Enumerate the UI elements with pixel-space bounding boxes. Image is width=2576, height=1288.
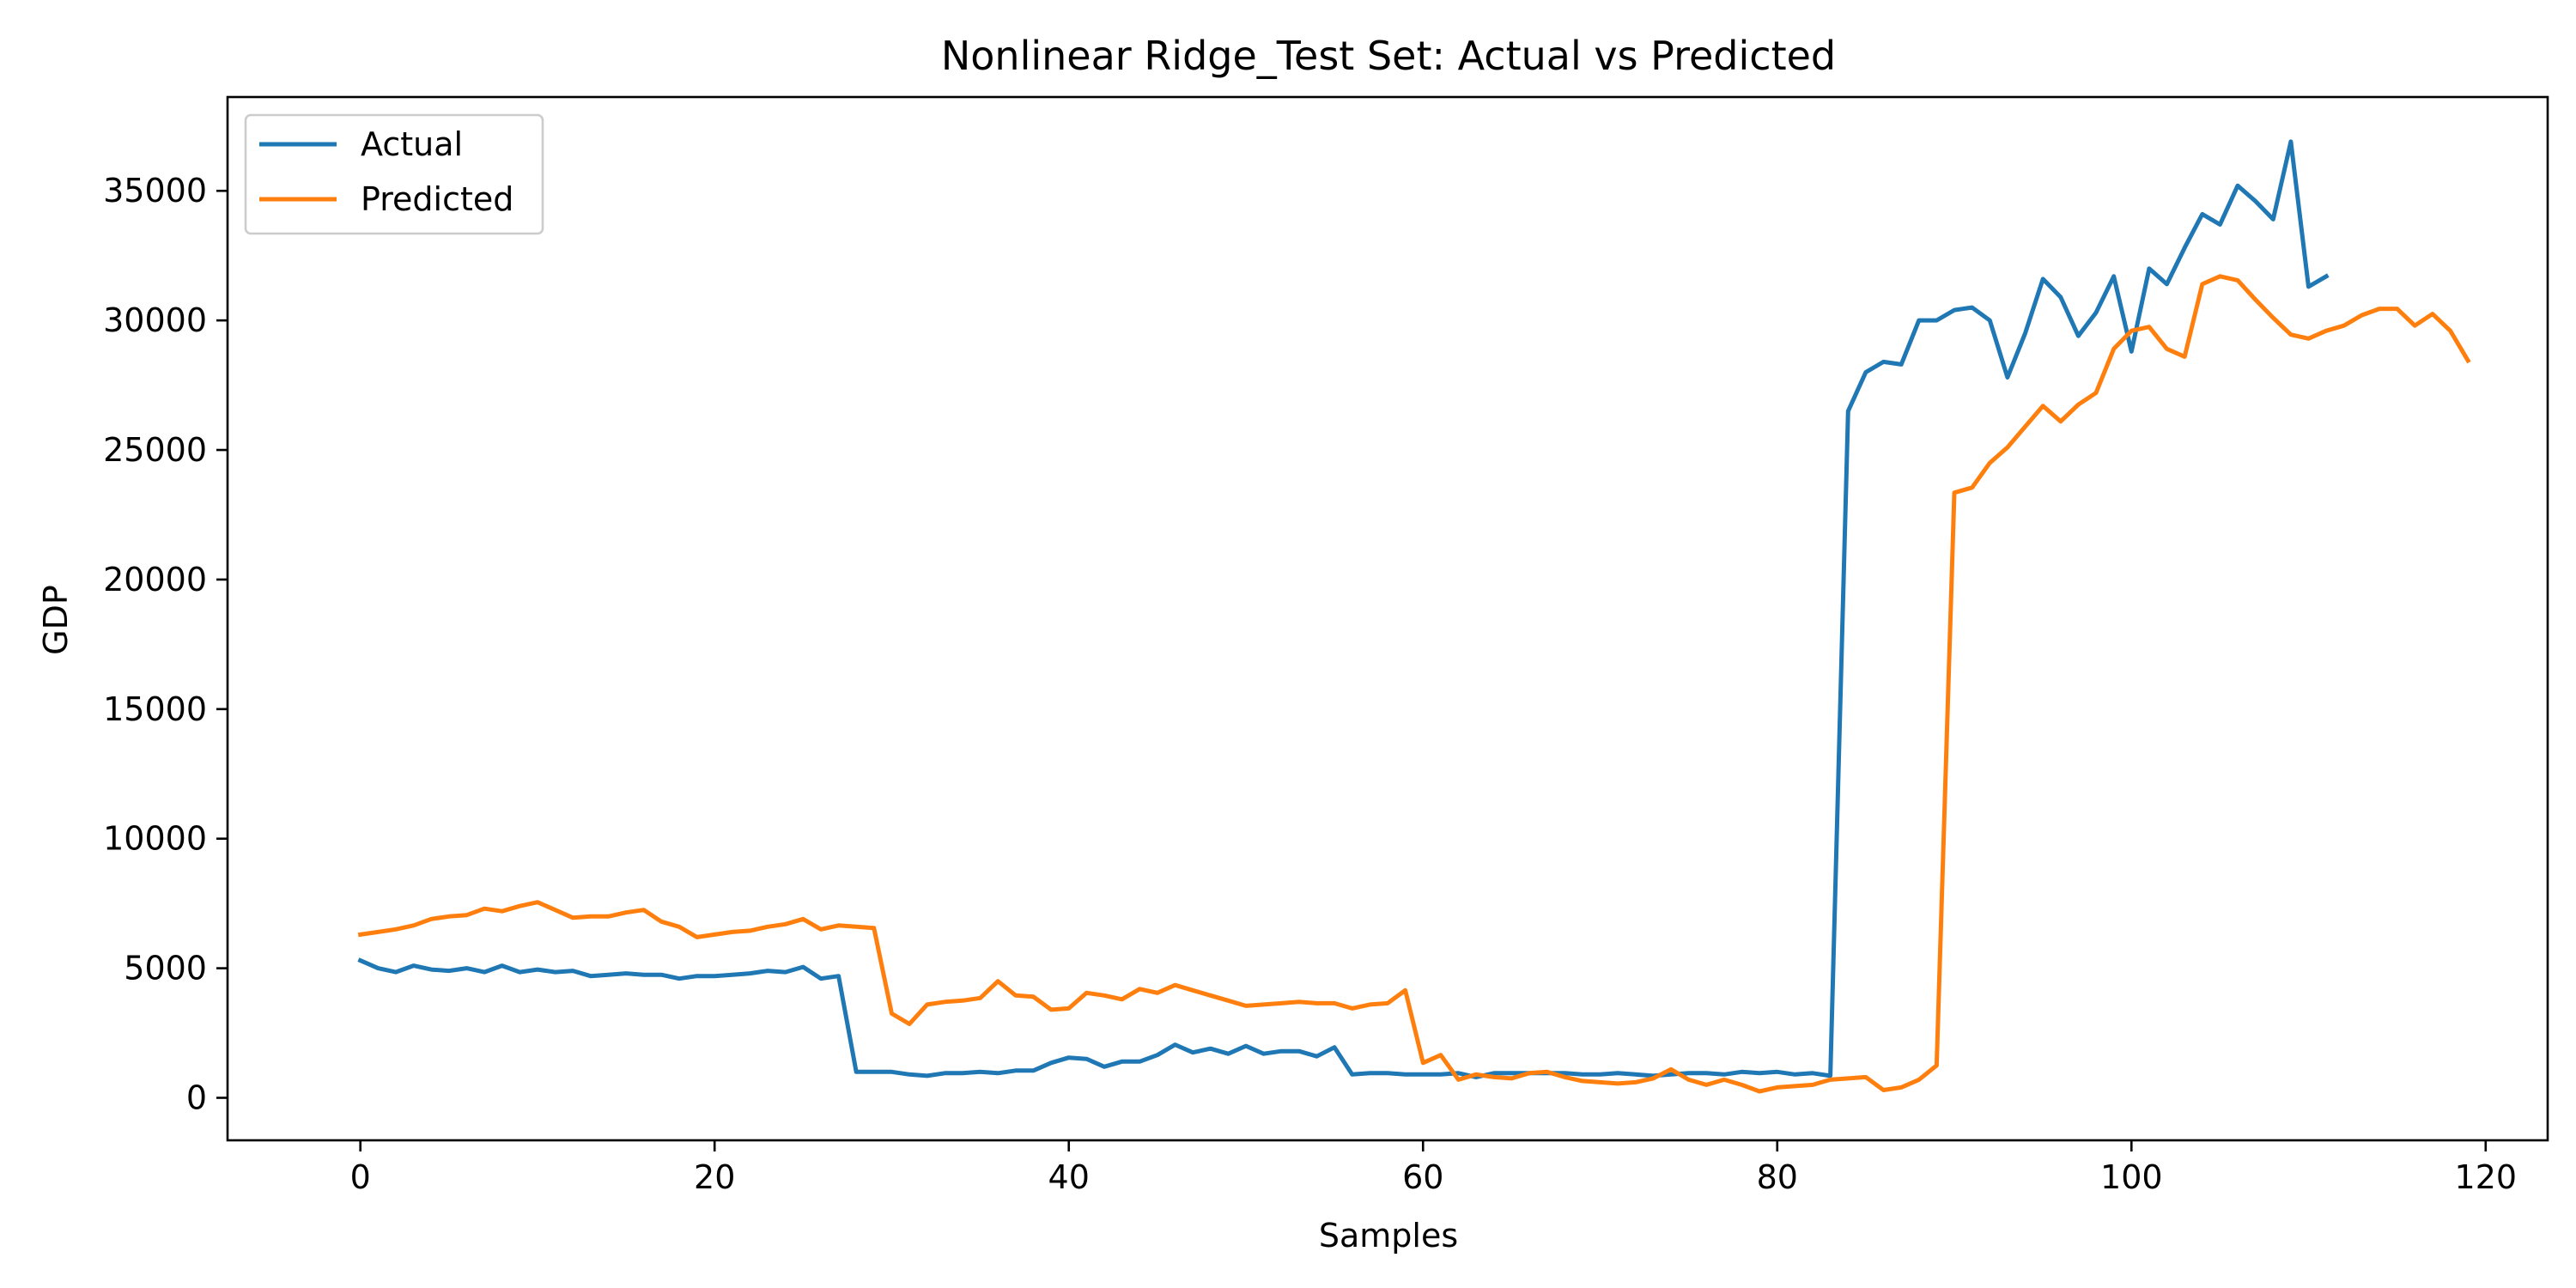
series-group: [357, 139, 2471, 1094]
y-tick-label: 35000: [103, 172, 207, 210]
series-line-actual: [357, 139, 2330, 1079]
x-tick-label: 20: [694, 1158, 735, 1196]
plot-area-frame: [226, 95, 2549, 1142]
y-tick-label: 0: [186, 1079, 207, 1117]
x-axis-label: Samples: [1319, 1217, 1458, 1255]
legend-label-predicted: Predicted: [361, 180, 513, 218]
y-tick-label: 30000: [103, 301, 207, 339]
x-tick-label: 100: [2100, 1158, 2163, 1196]
y-tick-label: 10000: [103, 820, 207, 858]
legend: Actual Predicted: [244, 113, 544, 235]
x-tick-label: 0: [350, 1158, 371, 1196]
x-tick-label: 80: [1757, 1158, 1798, 1196]
x-tick-label: 120: [2455, 1158, 2518, 1196]
legend-label-actual: Actual: [361, 125, 463, 163]
x-axis: 0 20 40 60 80 100 120: [350, 1140, 2517, 1196]
y-tick-label: 20000: [103, 561, 207, 598]
series-line-predicted: [357, 274, 2471, 1094]
chart-title: Nonlinear Ridge_Test Set: Actual vs Pred…: [941, 33, 1836, 79]
y-axis: 0 5000 10000 15000 20000 25000 30000 35000: [103, 172, 228, 1117]
y-axis-label: GDP: [37, 585, 75, 655]
x-tick-label: 40: [1048, 1158, 1090, 1196]
y-tick-label: 15000: [103, 690, 207, 728]
y-tick-label: 25000: [103, 431, 207, 469]
y-tick-label: 5000: [124, 950, 207, 987]
x-tick-label: 60: [1402, 1158, 1443, 1196]
